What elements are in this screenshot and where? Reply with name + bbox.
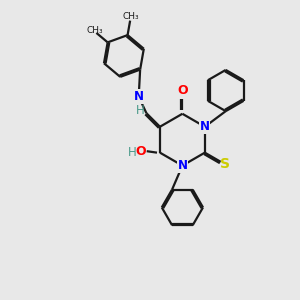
Text: S: S: [220, 158, 230, 171]
Text: O: O: [177, 84, 188, 97]
Text: N: N: [177, 159, 188, 172]
Text: H: H: [128, 146, 137, 159]
Text: N: N: [134, 90, 144, 103]
Text: H: H: [136, 104, 144, 117]
Text: CH₃: CH₃: [122, 12, 139, 21]
Text: CH₃: CH₃: [86, 26, 103, 34]
Text: O: O: [135, 145, 146, 158]
Text: N: N: [200, 120, 210, 133]
